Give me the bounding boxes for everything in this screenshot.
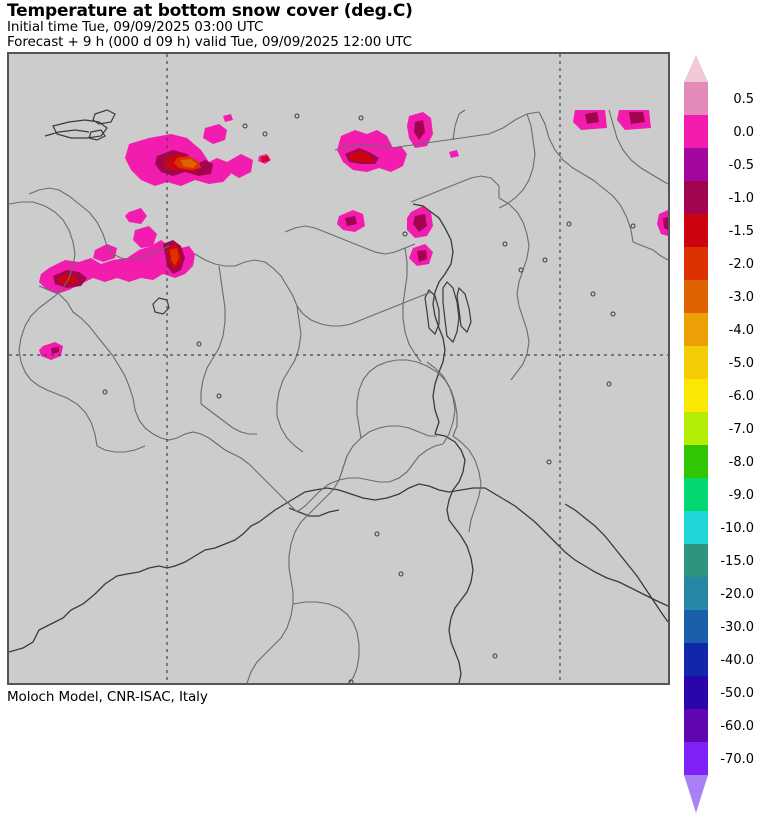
- colorbar-tick-label: -20.0: [720, 586, 754, 602]
- map-background: [9, 54, 668, 683]
- map-canvas: [9, 54, 668, 683]
- colorbar-band: [684, 346, 708, 379]
- colorbar-band: [684, 247, 708, 280]
- colorbar-band: [684, 511, 708, 544]
- colorbar-tick-labels: 0.5 0.0 -0.5 -1.0 -1.5 -2.0 -3.0 -4.0 -5.0 -6.0 -7…: [708, 55, 754, 766]
- colorbar-band: [684, 313, 708, 346]
- colorbar-tick-label: -5.0: [728, 355, 754, 371]
- map-detail-specks: [102, 113, 636, 683]
- colorbar-tick-label: -3.0: [728, 289, 754, 305]
- colorbar-band: [684, 709, 708, 742]
- colorbar-tick-label: 0.5: [733, 91, 754, 107]
- colorbar-band: [684, 379, 708, 412]
- colorbar: [684, 55, 708, 813]
- colorbar-band: [684, 115, 708, 148]
- colorbar-tick-label: -15.0: [720, 553, 754, 569]
- page-title: Temperature at bottom snow cover (deg.C): [7, 1, 413, 21]
- colorbar-tick-label: 0.0: [733, 124, 754, 140]
- colorbar-band: [684, 445, 708, 478]
- colorbar-band: [684, 412, 708, 445]
- colorbar-tick-label: -2.0: [728, 256, 754, 272]
- colorbar-band: [684, 214, 708, 247]
- colorbar-band: [684, 478, 708, 511]
- colorbar-tick-label: -4.0: [728, 322, 754, 338]
- colorbar-tick-label: -9.0: [728, 487, 754, 503]
- colorbar-band: [684, 544, 708, 577]
- colorbar-band: [684, 280, 708, 313]
- colorbar-band: [684, 148, 708, 181]
- colorbar-band: [684, 643, 708, 676]
- temperature-field: [39, 110, 668, 360]
- colorbar-tick-label: -30.0: [720, 619, 754, 635]
- colorbar-band: [684, 742, 708, 775]
- colorbar-tick-label: -7.0: [728, 421, 754, 437]
- colorbar-bands: [684, 82, 708, 775]
- colorbar-arrow-bottom: [684, 775, 708, 813]
- colorbar-tick-label: -6.0: [728, 388, 754, 404]
- colorbar-band: [684, 676, 708, 709]
- model-credit: Moloch Model, CNR-ISAC, Italy: [7, 689, 208, 705]
- colorbar-tick-label: -60.0: [720, 718, 754, 734]
- gridlines: [9, 54, 668, 683]
- colorbar-band: [684, 610, 708, 643]
- colorbar-tick-label: -1.0: [728, 190, 754, 206]
- colorbar-tick-label: -70.0: [720, 751, 754, 767]
- colorbar-tick-label: -50.0: [720, 685, 754, 701]
- forecast-time-line: Forecast + 9 h (000 d 09 h) valid Tue, 0…: [7, 34, 412, 50]
- colorbar-band: [684, 181, 708, 214]
- colorbar-tick-label: -8.0: [728, 454, 754, 470]
- colorbar-tick-label: -0.5: [728, 157, 754, 173]
- initial-time-line: Initial time Tue, 09/09/2025 03:00 UTC: [7, 19, 264, 35]
- lakes: [44, 109, 472, 344]
- colorbar-tick-label: -1.5: [728, 223, 754, 239]
- colorbar-band: [684, 577, 708, 610]
- region-borders: [9, 109, 668, 683]
- colorbar-tick-label: -10.0: [720, 520, 754, 536]
- colorbar-tick-label: -40.0: [720, 652, 754, 668]
- colorbar-arrow-top: [684, 55, 708, 82]
- colorbar-band: [684, 82, 708, 115]
- chart-header: Temperature at bottom snow cover (deg.C)…: [7, 2, 687, 50]
- map-panel[interactable]: [7, 52, 670, 685]
